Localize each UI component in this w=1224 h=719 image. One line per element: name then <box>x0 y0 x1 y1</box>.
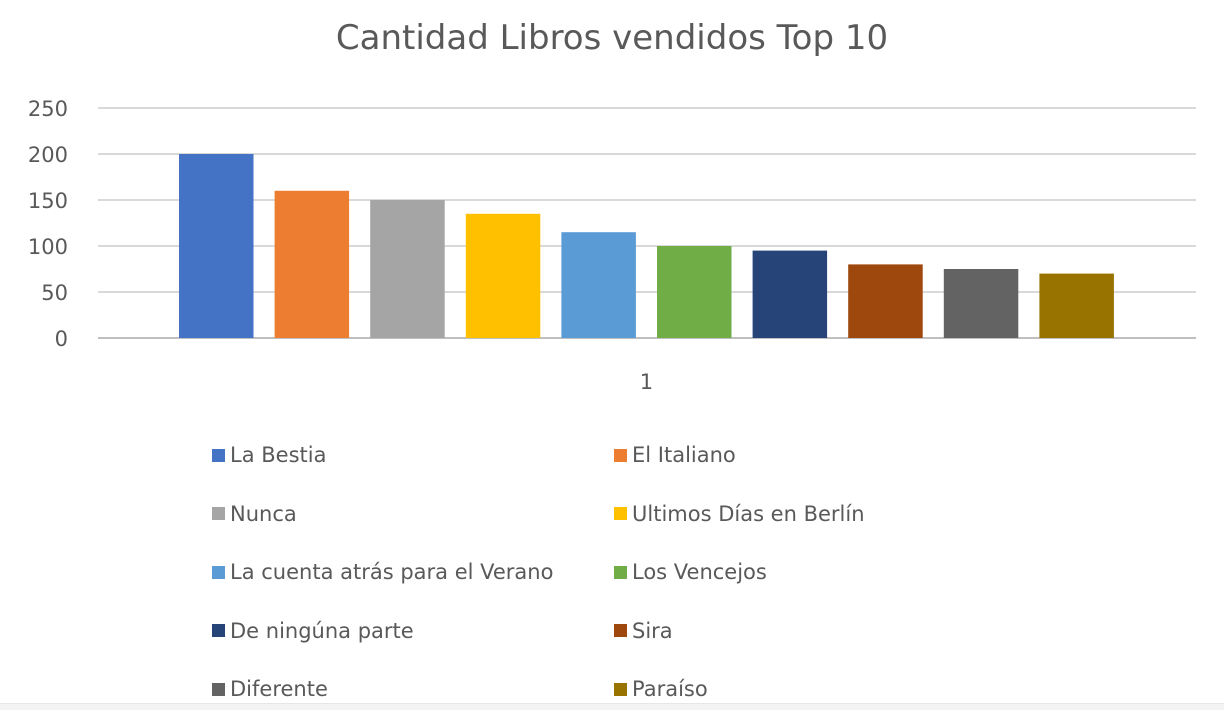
legend-swatch <box>614 682 627 696</box>
legend-item: Nunca <box>212 485 614 544</box>
legend-swatch <box>614 448 627 462</box>
legend-swatch <box>212 448 225 462</box>
legend-label: Nunca <box>230 501 297 526</box>
x-tick-label: 1 <box>640 370 653 394</box>
legend-item: La Bestia <box>212 426 614 485</box>
legend-label: Ultimos Días en Berlín <box>632 501 865 526</box>
legend-item: Paraíso <box>614 660 944 719</box>
legend-item: De ningúna parte <box>212 602 614 661</box>
legend-label: Diferente <box>230 677 328 702</box>
legend-swatch <box>614 565 627 579</box>
bar <box>274 190 350 338</box>
bar <box>370 200 445 338</box>
legend-swatch <box>212 565 225 579</box>
legend-label: De ningúna parte <box>230 618 414 643</box>
bar <box>752 250 828 338</box>
bar <box>1039 273 1114 338</box>
bar <box>943 269 1019 338</box>
y-tick-label: 100 <box>28 235 68 259</box>
legend-item: Sira <box>614 602 944 661</box>
legend: La Bestia El Italiano Nunca Ultimos Días en… <box>212 426 972 719</box>
legend-label: La Bestia <box>230 443 327 468</box>
legend-swatch <box>212 682 225 696</box>
legend-label: La cuenta atrás para el Verano <box>230 560 554 585</box>
y-tick-label: 150 <box>28 189 68 213</box>
bottom-strip <box>0 703 1224 710</box>
bar <box>179 154 254 338</box>
y-tick-label: 0 <box>55 327 68 351</box>
y-tick-label: 250 <box>28 97 68 121</box>
chart-title: Cantidad Libros vendidos Top 10 <box>335 18 889 58</box>
bar <box>848 264 923 338</box>
legend-swatch <box>212 507 225 521</box>
legend-label: Los Vencejos <box>632 560 767 585</box>
legend-item: Los Vencejos <box>614 543 944 602</box>
legend-item: Diferente <box>212 660 614 719</box>
bar <box>657 246 732 338</box>
legend-swatch <box>212 624 225 638</box>
plot-area: 0 50 100 150 200 250 1 <box>28 97 1196 394</box>
legend-label: Paraíso <box>632 677 708 702</box>
legend-item: El Italiano <box>614 426 944 485</box>
legend-swatch <box>614 624 627 638</box>
legend-label: El Italiano <box>632 443 736 468</box>
legend-item: La cuenta atrás para el Verano <box>212 543 614 602</box>
y-tick-label: 50 <box>41 281 68 305</box>
bar <box>561 232 636 338</box>
bar <box>465 213 541 338</box>
legend-label: Sira <box>632 618 673 643</box>
y-tick-label: 200 <box>28 143 68 167</box>
legend-swatch <box>614 507 627 521</box>
legend-item: Ultimos Días en Berlín <box>614 485 944 544</box>
